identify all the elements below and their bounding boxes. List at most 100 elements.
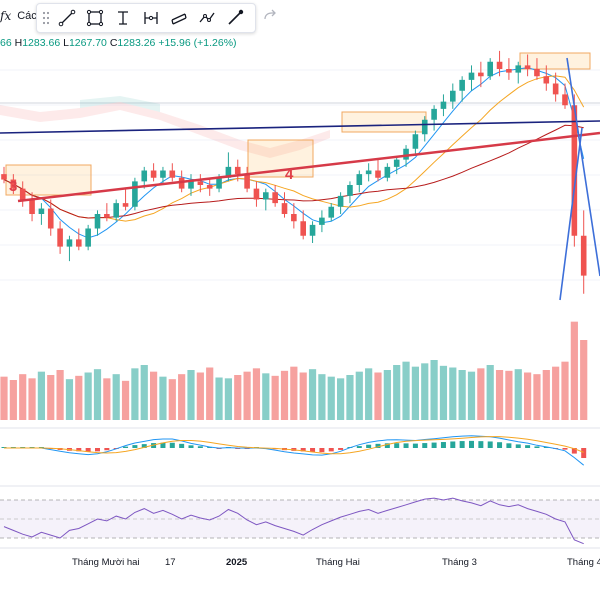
candle: [47, 199, 54, 236]
candle-body: [29, 199, 35, 214]
candle-body: [515, 65, 522, 73]
volume-bar: [365, 368, 373, 420]
candle: [19, 181, 26, 207]
ma-slow-line: [3, 124, 584, 219]
volume-bar: [552, 366, 560, 420]
macd-histogram-bar: [104, 448, 110, 451]
candle-body: [291, 214, 297, 222]
candle: [29, 192, 35, 222]
candle: [478, 61, 484, 88]
candle-body: [19, 188, 26, 200]
macd-histogram-bar: [469, 440, 474, 448]
candle-body: [319, 217, 325, 225]
volume-bar: [477, 368, 485, 420]
volume-bar: [234, 375, 242, 420]
candle: [365, 163, 372, 182]
redo-arrow-icon[interactable]: [262, 7, 278, 23]
macd-histogram-bar: [459, 441, 465, 448]
measure-range-icon[interactable]: [138, 5, 164, 31]
candle: [506, 58, 512, 80]
candle-body: [178, 177, 185, 189]
candle-body: [468, 72, 475, 80]
macd-histogram-bar: [169, 442, 175, 448]
candle: [281, 192, 288, 218]
volume-bar: [337, 378, 345, 420]
macd-histogram-bar: [76, 448, 82, 452]
volume-bar: [430, 360, 438, 420]
candle-body: [496, 61, 503, 69]
fx-indicator-button[interactable]: fx: [0, 9, 12, 23]
volume-bar: [224, 378, 232, 420]
volume-bar: [65, 379, 74, 420]
candle: [38, 203, 45, 225]
macd-histogram-bar: [497, 442, 503, 448]
candle: [10, 174, 17, 195]
candle-body: [375, 170, 381, 178]
rsi-pane: [0, 497, 600, 545]
candle: [122, 188, 129, 211]
indicators-menu-label[interactable]: Các: [17, 10, 37, 22]
macd-histogram-bar: [543, 447, 549, 448]
candle: [328, 203, 335, 222]
high-label: H: [14, 37, 23, 49]
macd-histogram-bar: [338, 448, 344, 450]
parallel-channel-icon[interactable]: [166, 5, 192, 31]
macd-histogram-bar: [450, 441, 456, 448]
candle: [300, 210, 306, 240]
volume-bar: [533, 374, 541, 420]
path-zigzag-icon[interactable]: [194, 5, 220, 31]
candle: [132, 177, 138, 211]
low-label: L: [63, 37, 69, 49]
trend-line-icon[interactable]: [54, 5, 80, 31]
candle-body: [552, 83, 559, 95]
volume-bar: [402, 361, 410, 420]
candle: [244, 166, 250, 193]
brush-icon[interactable]: [222, 5, 248, 31]
macd-histogram-bar: [478, 441, 484, 448]
volume-bar: [131, 368, 139, 420]
candle: [206, 177, 213, 196]
volume-bar: [580, 340, 588, 420]
volume-bar: [103, 378, 111, 420]
macd-histogram-bar: [319, 448, 325, 453]
volume-bar: [28, 378, 36, 420]
macd-histogram-bar: [132, 445, 138, 448]
macd-pane: [1, 435, 587, 466]
volume-bar: [112, 374, 120, 420]
volume-bar: [561, 361, 569, 420]
resistance-trend-line: [0, 120, 600, 134]
candle: [253, 181, 260, 207]
volume-bar: [150, 371, 158, 420]
macd-histogram-bar: [197, 446, 203, 448]
volume-bar: [318, 374, 326, 420]
candle-body: [571, 105, 578, 236]
candle-body: [244, 174, 250, 189]
volume-bar: [570, 321, 578, 420]
volume-bar: [542, 370, 550, 420]
volume-bar: [47, 375, 55, 420]
candle: [384, 163, 391, 182]
drag-handle-icon[interactable]: [40, 8, 52, 28]
candle: [496, 50, 503, 77]
text-cursor-icon[interactable]: [110, 5, 136, 31]
wave-3-label: 3: [9, 178, 18, 195]
candle: [66, 235, 73, 262]
volume-bar: [121, 380, 130, 420]
volume-bar: [449, 367, 457, 420]
macd-histogram-bar: [440, 442, 446, 448]
candle-body: [10, 179, 17, 189]
candle: [197, 174, 204, 193]
candle-body: [478, 72, 484, 77]
volume-bar: [93, 369, 102, 420]
candle-body: [234, 166, 241, 175]
rectangle-icon[interactable]: [82, 5, 108, 31]
time-axis-label: Tháng Hai: [316, 557, 360, 568]
candle-body: [263, 192, 269, 200]
volume-bar: [327, 376, 335, 420]
candle-body: [216, 177, 222, 189]
volume-bar: [299, 372, 307, 420]
macd-histogram-bar: [384, 443, 390, 448]
consolidation-box: [247, 139, 314, 178]
time-axis-label: 2025: [226, 557, 248, 568]
